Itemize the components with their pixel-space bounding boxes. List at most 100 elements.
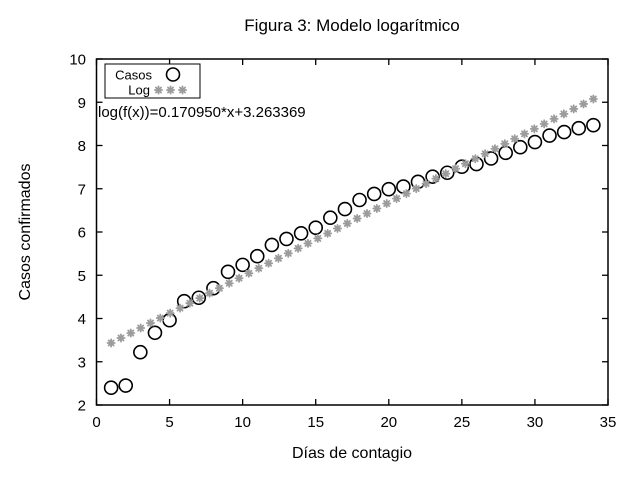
data-point-log: [460, 159, 470, 169]
legend: Casos Log: [104, 63, 201, 99]
x-axis-label: Días de contagio: [292, 445, 412, 462]
plot-area: 0 5 10 15 20 25 30 35 2 3 4 5 6 7 8 9 10: [69, 52, 616, 432]
data-point-casos: [308, 220, 324, 235]
data-point-log: [451, 164, 461, 174]
x-tick-label: 5: [165, 414, 173, 431]
data-point-log: [588, 94, 598, 104]
data-point-casos: [542, 128, 557, 143]
data-point-log: [411, 184, 421, 194]
y-tick-label: 4: [78, 311, 86, 328]
legend-label-casos: Casos: [115, 68, 152, 83]
data-point-casos: [191, 290, 207, 306]
x-tick-label: 20: [380, 414, 397, 431]
data-point-log: [116, 333, 126, 343]
data-point-log: [273, 253, 283, 263]
data-point-log: [352, 213, 362, 223]
fit-equation-label: log(f(x))=0.170950*x+3.263369: [98, 104, 306, 121]
data-point-casos: [293, 225, 309, 241]
data-point-casos: [249, 248, 265, 264]
data-point-log: [401, 189, 411, 199]
data-point-casos: [381, 181, 397, 197]
data-point-log: [313, 233, 323, 243]
data-point-log: [205, 288, 215, 298]
data-point-casos: [337, 201, 353, 217]
y-tick-label: 9: [78, 95, 86, 112]
data-point-casos: [513, 139, 528, 155]
data-point-log: [293, 243, 303, 253]
legend-marker-casos: [165, 67, 181, 82]
x-tick-label: 10: [234, 414, 251, 431]
data-point-log: [500, 139, 510, 149]
y-tick-label: 3: [78, 354, 86, 371]
data-point-log: [145, 318, 155, 328]
data-point-log: [362, 209, 372, 219]
data-point-log: [244, 268, 254, 278]
data-point-casos: [118, 378, 134, 393]
data-point-log: [155, 313, 165, 323]
data-point-casos: [352, 192, 367, 208]
data-point-log: [490, 144, 500, 154]
y-axis-label: Casos confirmados: [17, 164, 34, 301]
data-point-casos: [235, 257, 250, 273]
data-point-log: [470, 154, 480, 164]
data-point-log: [254, 263, 264, 273]
data-point-log: [529, 124, 539, 134]
data-point-casos: [323, 210, 338, 226]
data-point-log: [342, 218, 352, 228]
y-tick-label: 7: [78, 181, 86, 198]
data-point-log: [126, 328, 136, 338]
legend-marker-log: [178, 85, 187, 95]
data-point-log: [303, 238, 313, 248]
x-tick-label: 35: [600, 414, 617, 431]
data-point-casos: [264, 237, 280, 253]
data-point-log: [559, 109, 569, 119]
legend-label-log: Log: [128, 83, 150, 98]
data-point-log: [264, 258, 274, 268]
data-point-log: [372, 204, 382, 214]
data-point-log: [569, 104, 579, 114]
data-point-casos: [147, 325, 163, 341]
data-point-casos: [103, 380, 119, 396]
data-point-casos: [133, 344, 148, 360]
data-point-log: [519, 129, 529, 139]
data-point-log: [224, 278, 234, 288]
data-point-log: [392, 194, 402, 204]
data-point-log: [332, 223, 342, 233]
data-point-log: [431, 174, 441, 184]
data-point-log: [195, 293, 205, 303]
y-tick-label: 6: [78, 225, 86, 242]
data-point-log: [549, 114, 559, 124]
x-tick-label: 15: [307, 414, 324, 431]
x-tick-label: 25: [454, 414, 471, 431]
x-tick-label: 0: [92, 414, 100, 431]
data-point-log: [283, 248, 293, 258]
data-point-log: [106, 338, 116, 348]
data-point-casos: [498, 145, 514, 161]
data-point-log: [480, 149, 490, 159]
legend-markers: [154, 67, 187, 95]
y-tick-label: 5: [78, 268, 86, 285]
data-point-log: [382, 199, 392, 209]
data-point-log: [441, 169, 451, 179]
data-point-log: [214, 283, 224, 293]
data-point-casos: [439, 165, 455, 181]
data-point-log: [421, 179, 431, 189]
data-point-log: [185, 298, 195, 308]
data-point-casos: [220, 264, 236, 280]
legend-marker-log: [166, 85, 175, 95]
y-tick-label: 2: [78, 398, 86, 415]
y-tick-label: 8: [78, 138, 86, 155]
data-point-casos: [279, 231, 294, 247]
data-point-log: [323, 228, 333, 238]
data-point-log: [539, 119, 549, 129]
data-point-casos: [556, 124, 572, 140]
data-point-log: [234, 273, 244, 283]
data-point-log: [136, 323, 146, 333]
data-point-casos: [586, 117, 601, 133]
legend-marker-log: [154, 85, 163, 95]
data-point-casos: [366, 186, 382, 202]
data-point-log: [510, 134, 520, 144]
chart-title: Figura 3: Modelo logarítmico: [244, 16, 459, 35]
